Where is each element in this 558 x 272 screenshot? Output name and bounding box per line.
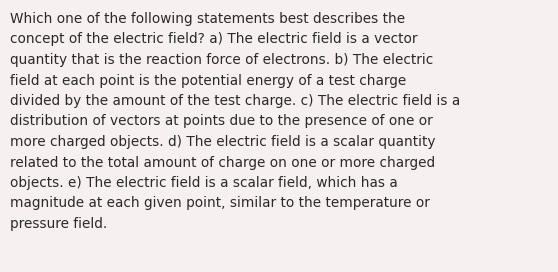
Text: concept of the electric field? a) The electric field is a vector: concept of the electric field? a) The el… xyxy=(10,32,417,47)
Text: quantity that is the reaction force of electrons. b) The electric: quantity that is the reaction force of e… xyxy=(10,53,433,67)
Text: related to the total amount of charge on one or more charged: related to the total amount of charge on… xyxy=(10,156,435,169)
Text: more charged objects. d) The electric field is a scalar quantity: more charged objects. d) The electric fi… xyxy=(10,135,435,149)
Text: Which one of the following statements best describes the: Which one of the following statements be… xyxy=(10,12,405,26)
Text: field at each point is the potential energy of a test charge: field at each point is the potential ene… xyxy=(10,73,406,88)
Text: objects. e) The electric field is a scalar field, which has a: objects. e) The electric field is a scal… xyxy=(10,176,398,190)
Text: magnitude at each given point, similar to the temperature or: magnitude at each given point, similar t… xyxy=(10,196,430,211)
Text: distribution of vectors at points due to the presence of one or: distribution of vectors at points due to… xyxy=(10,115,433,128)
Text: divided by the amount of the test charge. c) The electric field is a: divided by the amount of the test charge… xyxy=(10,94,460,108)
Text: pressure field.: pressure field. xyxy=(10,217,107,231)
